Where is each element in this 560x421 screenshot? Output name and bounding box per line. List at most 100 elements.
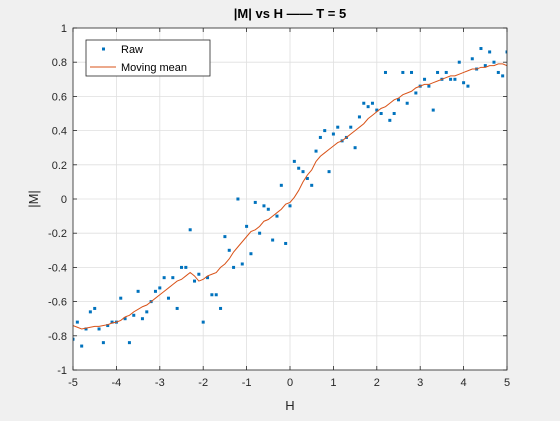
raw-data-point	[119, 296, 123, 300]
raw-data-point	[479, 47, 483, 51]
raw-data-point	[466, 84, 470, 88]
raw-data-point	[370, 101, 374, 105]
raw-data-point	[279, 183, 283, 187]
x-tick-label: 4	[461, 377, 467, 389]
raw-data-point	[184, 265, 188, 269]
raw-data-point	[132, 313, 136, 317]
moving-mean-line	[73, 63, 507, 330]
y-tick-label: -0.4	[48, 262, 67, 274]
raw-data-point	[427, 84, 431, 88]
raw-data-point	[240, 262, 244, 266]
y-tick-label: -0.6	[48, 297, 67, 309]
x-tick-label: 1	[330, 377, 336, 389]
raw-data-point	[492, 60, 496, 64]
raw-data-point	[462, 81, 466, 85]
x-tick-label: 5	[504, 377, 510, 389]
y-tick-label: -1	[57, 365, 67, 377]
y-axis-label: |M|	[26, 190, 41, 208]
raw-data-point	[310, 183, 314, 187]
legend-marker-raw	[102, 47, 105, 51]
raw-data-point	[336, 125, 340, 129]
raw-data-point	[501, 74, 505, 78]
x-tick-label: -4	[112, 377, 122, 389]
series-layer	[73, 47, 507, 348]
raw-data-point	[305, 176, 309, 180]
y-tick-label: 0.4	[52, 126, 67, 138]
x-tick-label: -2	[198, 377, 208, 389]
raw-data-point	[171, 276, 175, 280]
legend: Raw Moving mean	[85, 39, 211, 77]
legend-label-moving-mean: Moving mean	[121, 62, 187, 74]
raw-data-point	[193, 279, 197, 283]
raw-data-point	[331, 132, 335, 136]
y-tick-label: 0	[61, 194, 67, 206]
raw-data-point	[201, 320, 205, 324]
raw-data-point	[436, 70, 440, 74]
raw-data-point	[483, 64, 487, 68]
raw-data-point	[188, 228, 192, 232]
raw-data-point	[362, 101, 366, 105]
raw-data-point	[166, 296, 170, 300]
y-tick-label: 0.6	[52, 91, 67, 103]
raw-data-point	[266, 207, 270, 211]
raw-data-point	[392, 112, 396, 115]
raw-data-point	[318, 135, 322, 139]
legend-label-raw: Raw	[121, 44, 143, 56]
raw-data-point	[227, 248, 231, 252]
raw-data-point	[323, 129, 327, 133]
raw-data-point	[327, 170, 331, 174]
raw-data-point	[101, 341, 105, 345]
x-tick-label: 3	[417, 377, 423, 389]
raw-data-point	[349, 125, 353, 129]
raw-data-point	[162, 276, 166, 280]
raw-data-point	[110, 320, 114, 324]
raw-data-point	[236, 197, 240, 201]
x-tick-label: 0	[287, 377, 293, 389]
y-tick-label: 1	[61, 23, 67, 35]
raw-data-point	[405, 101, 409, 105]
raw-data-point	[314, 149, 318, 153]
raw-data-point	[106, 324, 110, 328]
raw-data-point	[258, 231, 262, 235]
raw-data-point	[145, 310, 149, 314]
raw-data-point	[284, 241, 288, 245]
raw-data-point	[245, 224, 249, 228]
raw-data-point	[75, 320, 79, 324]
raw-data-point	[488, 50, 492, 54]
raw-data-point	[297, 166, 301, 170]
ticks: -5 -4 -3 -2 -1 0 1 2 3 4 5 -1 -0.8 -0.6 -0.4 -0.2 0 0.2 0.…	[48, 23, 510, 389]
x-tick-label: 2	[374, 377, 380, 389]
raw-data-point	[219, 306, 223, 310]
raw-data-point	[444, 70, 448, 74]
raw-data-point	[496, 70, 500, 74]
raw-data-point	[292, 159, 296, 163]
raw-data-point	[414, 91, 418, 95]
raw-data-point	[223, 235, 227, 239]
legend-box	[85, 39, 211, 77]
raw-data-point	[80, 344, 84, 348]
raw-data-point	[470, 57, 474, 61]
raw-data-point	[379, 112, 383, 115]
raw-data-point	[401, 70, 405, 74]
raw-data-point	[210, 293, 214, 297]
y-tick-label: -0.2	[48, 228, 67, 240]
raw-data-point	[214, 293, 218, 297]
raw-data-point	[140, 317, 144, 321]
raw-data-point	[84, 327, 88, 331]
raw-data-point	[271, 238, 275, 242]
raw-data-point	[388, 118, 392, 122]
raw-data-point	[158, 286, 162, 290]
raw-data-point	[206, 276, 210, 280]
raw-data-point	[410, 70, 414, 74]
raw-data-point	[449, 77, 453, 81]
raw-data-point	[357, 115, 361, 119]
raw-data-point	[431, 108, 435, 112]
raw-data-point	[127, 341, 131, 345]
raw-data-point	[353, 146, 357, 150]
raw-data-point	[136, 289, 140, 293]
raw-data-point	[453, 77, 457, 81]
raw-data-point	[93, 306, 97, 310]
raw-data-point	[288, 204, 292, 208]
